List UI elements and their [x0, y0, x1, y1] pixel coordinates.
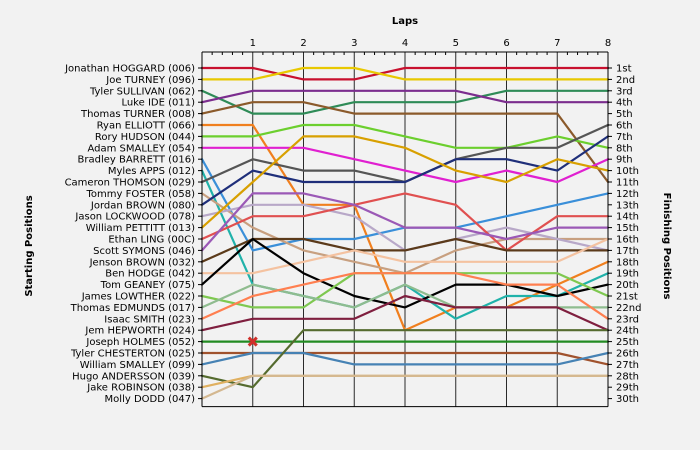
starting-position-label: Isaac SMITH (023) — [104, 314, 195, 325]
finishing-position-label: 3rd — [616, 86, 633, 97]
starting-position-label: William SMALLEY (099) — [80, 360, 195, 371]
starting-position-label: Molly DODD (047) — [105, 394, 196, 405]
finishing-position-label: 17th — [616, 246, 639, 257]
x-tick-label: 7 — [554, 38, 560, 49]
retirement-marker — [247, 336, 258, 347]
finishing-position-label: 20th — [616, 280, 639, 291]
retirement-marker-stroke-b — [247, 336, 258, 347]
series-line-17 — [200, 237, 610, 263]
finishing-position-label: 2nd — [616, 75, 635, 86]
starting-position-label: Luke IDE (011) — [121, 98, 195, 109]
series-line-22 — [200, 272, 610, 320]
finishing-position-label: 22nd — [616, 303, 641, 314]
series-lines — [200, 66, 610, 400]
series-line-16 — [200, 192, 610, 252]
finishing-position-label: 14th — [616, 212, 639, 223]
finishing-position-label: 6th — [616, 121, 633, 132]
x-axis-title: Laps — [392, 16, 418, 27]
series-line-29 — [200, 374, 610, 400]
starting-position-label: Adam SMALLEY (054) — [87, 143, 195, 154]
starting-position-label: Tom GEANEY (075) — [100, 280, 195, 291]
x-tick-label: 4 — [402, 38, 408, 49]
starting-position-label: James LOWTHER (022) — [81, 292, 195, 303]
finishing-position-label: 16th — [616, 235, 639, 246]
finishing-position-label: 5th — [616, 109, 633, 120]
starting-position-label: Thomas TURNER (008) — [80, 109, 195, 120]
y-axis-title-right: Finishing Positions — [661, 193, 672, 300]
finishing-position-label: 25th — [616, 337, 639, 348]
finishing-position-label: 8th — [616, 143, 633, 154]
series-line-6 — [200, 123, 610, 149]
finishing-position-label: 13th — [616, 200, 639, 211]
markers — [247, 336, 258, 347]
x-tick-label: 5 — [453, 38, 459, 49]
starting-position-label: Cameron THOMSON (029) — [65, 178, 196, 189]
starting-position-label: Tyler CHESTERTON (025) — [70, 349, 195, 360]
finishing-position-label: 7th — [616, 132, 633, 143]
series-line-1 — [200, 66, 610, 81]
series-line-26 — [200, 351, 610, 366]
finishing-position-label: 23rd — [616, 314, 639, 325]
finishing-position-label: 19th — [616, 269, 639, 280]
starting-position-label: Jordan BROWN (080) — [90, 200, 195, 211]
x-tick-label: 8 — [605, 38, 611, 49]
starting-position-label: Hugo ANDERSSON (039) — [72, 371, 195, 382]
finishing-position-label: 26th — [616, 349, 639, 360]
starting-position-label: Myles APPS (012) — [108, 166, 195, 177]
starting-position-label: Jonathan HOGGARD (006) — [64, 64, 195, 75]
series-line-23 — [200, 294, 610, 332]
starting-position-label: Bradley BARRETT (016) — [78, 155, 196, 166]
starting-position-label: Joe TURNEY (096) — [105, 75, 195, 86]
series-line-18 — [200, 237, 610, 275]
finishing-position-label: 24th — [616, 326, 639, 337]
finishing-position-label: 27th — [616, 360, 639, 371]
starting-position-label: Ryan ELLIOTT (066) — [97, 121, 195, 132]
series-line-0 — [200, 66, 610, 81]
starting-position-label: Joseph HOLMES (052) — [85, 337, 195, 348]
series-line-4 — [200, 101, 610, 184]
finishing-position-label: 15th — [616, 223, 639, 234]
starting-position-label: Jem HEPWORTH (024) — [84, 326, 195, 337]
starting-position-label: Jason LOCKWOOD (078) — [74, 212, 195, 223]
finishing-position-label: 12th — [616, 189, 639, 200]
series-line-14 — [200, 135, 610, 229]
finishing-position-label: 4th — [616, 98, 633, 109]
finishing-position-label: 18th — [616, 257, 639, 268]
series-line-27 — [200, 329, 610, 389]
starting-position-label: Ben HODGE (042) — [105, 269, 195, 280]
finishing-position-label: 1st — [616, 64, 632, 75]
series-line-2 — [200, 89, 610, 115]
finishing-position-label: 9th — [616, 155, 633, 166]
x-tick-label: 2 — [300, 38, 306, 49]
starting-position-label: Jake ROBINSON (038) — [86, 383, 195, 394]
axes — [198, 51, 612, 408]
starting-position-label: William PETTITT (013) — [86, 223, 195, 234]
starting-position-label: Rory HUDSON (044) — [95, 132, 195, 143]
series-line-19 — [200, 237, 610, 309]
finishing-position-label: 30th — [616, 394, 639, 405]
starting-position-label: Tommy FOSTER (058) — [85, 189, 195, 200]
finishing-position-label: 21st — [616, 292, 638, 303]
finishing-position-label: 10th — [616, 166, 639, 177]
starting-position-label: Scott SYMONS (046) — [93, 246, 195, 257]
starting-position-label: Thomas EDMUNDS (017) — [70, 303, 195, 314]
x-tick-label: 1 — [250, 38, 256, 49]
starting-position-label: Tyler SULLIVAN (062) — [89, 86, 195, 97]
finishing-position-label: 29th — [616, 383, 639, 394]
x-tick-label: 6 — [503, 38, 509, 49]
series-line-15 — [200, 192, 610, 252]
finishing-position-label: 28th — [616, 371, 639, 382]
series-line-7 — [200, 146, 610, 184]
labels: 1 2 3 4 5 6 7 8 Jonathan HOGGARD (006)Joe TURNEY… — [64, 38, 641, 405]
starting-position-label: Ethan LING (00C) — [108, 235, 195, 246]
series-line-3 — [200, 89, 610, 104]
x-tick-label: 3 — [351, 38, 357, 49]
y-axis-title-left: Starting Positions — [24, 195, 35, 296]
finishing-position-label: 11th — [616, 178, 639, 189]
starting-position-label: Jenson BROWN (032) — [89, 257, 195, 268]
